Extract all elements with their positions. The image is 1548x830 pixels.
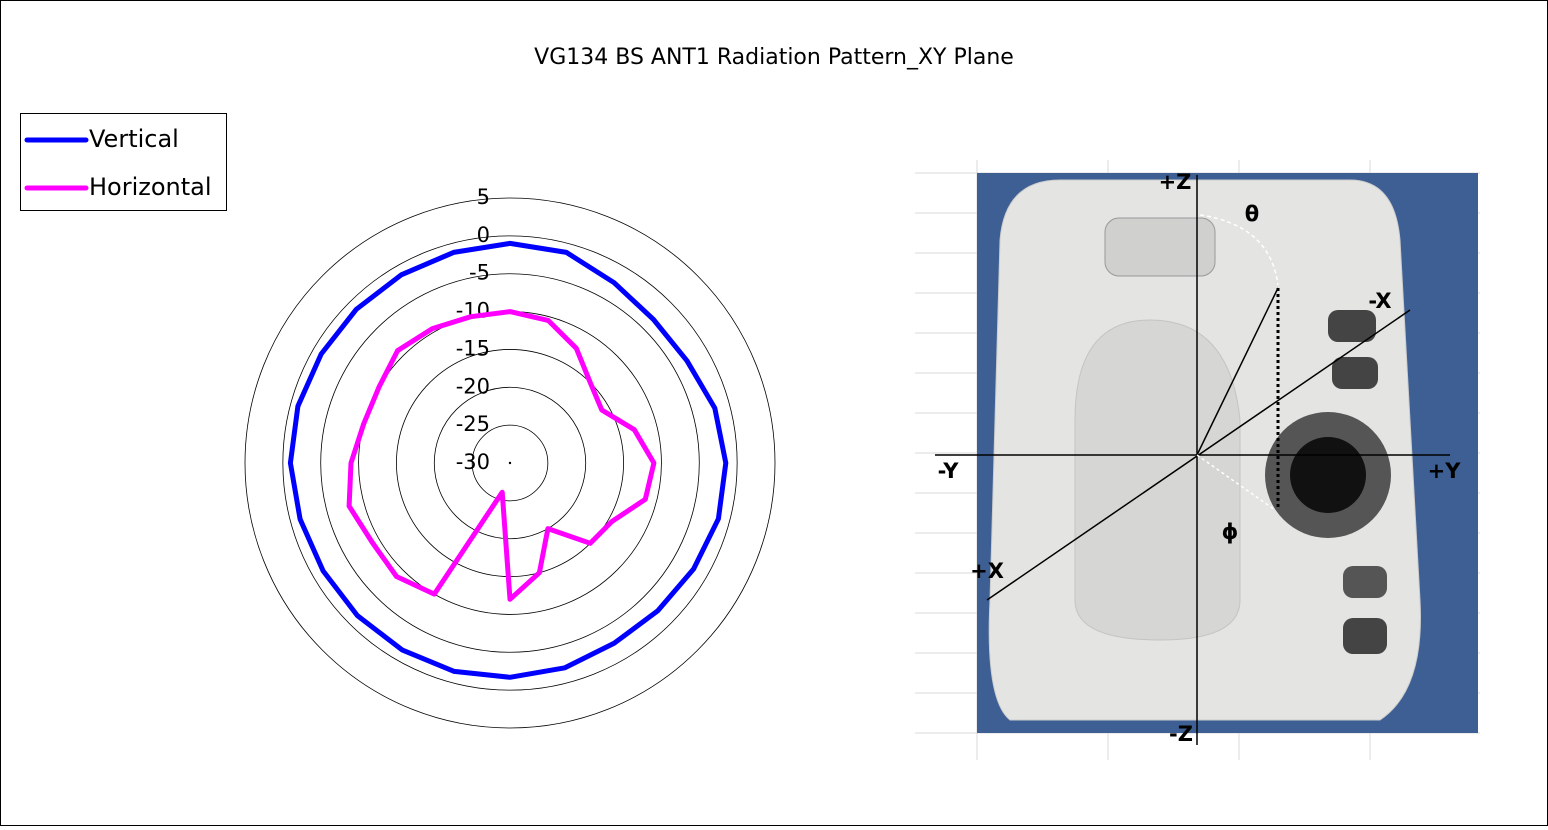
photo-label: +Z bbox=[1159, 170, 1192, 194]
photo-label: θ bbox=[1245, 202, 1259, 226]
legend-label: Vertical bbox=[89, 125, 179, 153]
r-tick-label: -25 bbox=[456, 412, 490, 436]
r-tick-label: 0 bbox=[477, 223, 490, 247]
grid-ring bbox=[509, 462, 511, 464]
photo-label: +X bbox=[970, 559, 1004, 583]
r-tick-label: -20 bbox=[456, 374, 490, 398]
chart: VG134 BS ANT1 Radiation Pattern_XY Plane… bbox=[0, 0, 1548, 826]
button bbox=[1343, 618, 1387, 654]
button bbox=[1328, 310, 1376, 342]
r-tick-label: 5 bbox=[477, 185, 490, 209]
button bbox=[1343, 566, 1387, 598]
legend-label: Horizontal bbox=[89, 173, 212, 201]
photo-label: -Y bbox=[938, 459, 960, 483]
photo bbox=[915, 160, 1480, 760]
photo-label: ϕ bbox=[1222, 520, 1239, 544]
button bbox=[1332, 357, 1378, 389]
handset-cradle bbox=[1075, 320, 1240, 640]
dial-center bbox=[1290, 437, 1366, 513]
r-tick-label: -30 bbox=[456, 450, 490, 474]
photo-label: +Y bbox=[1428, 459, 1462, 483]
photo-label: -Z bbox=[1169, 722, 1193, 746]
chart-title: VG134 BS ANT1 Radiation Pattern_XY Plane bbox=[534, 45, 1014, 70]
r-tick-label: -5 bbox=[469, 261, 490, 285]
photo-label: -X bbox=[1368, 289, 1391, 313]
r-tick-label: -15 bbox=[456, 336, 490, 360]
device-slot bbox=[1105, 218, 1215, 276]
